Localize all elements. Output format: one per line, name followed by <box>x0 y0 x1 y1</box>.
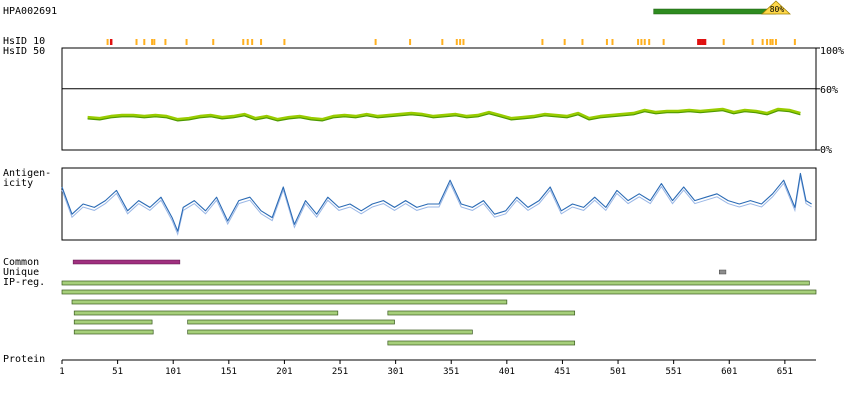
hsid10-tick <box>605 39 608 45</box>
x-tick-label: 401 <box>499 367 515 377</box>
hsid10-tick <box>640 39 643 45</box>
x-tick-label: 551 <box>666 367 682 377</box>
hsid10-red-tick <box>703 39 707 45</box>
x-tick-label: 251 <box>332 367 348 377</box>
x-tick-label: 601 <box>721 367 737 377</box>
x-tick-label: 51 <box>112 367 123 377</box>
hsid10-tick <box>143 39 146 45</box>
hsid10-tick <box>409 39 412 45</box>
hsid10-tick <box>106 39 109 45</box>
pct-60-label: 60% <box>820 85 839 96</box>
ipreg-bar <box>61 280 810 286</box>
common-label: Common <box>3 257 40 268</box>
hsid10-tick <box>212 39 215 45</box>
unique-label: Unique <box>3 267 40 278</box>
x-tick-label: 1 <box>59 367 64 377</box>
hsid10-tick <box>581 39 584 45</box>
antigenicity-label: Antigen- icity <box>3 168 52 189</box>
hsid10-tick <box>462 39 465 45</box>
ipreg-bar <box>73 310 339 316</box>
hsid10-tick <box>541 39 544 45</box>
ipreg-bar <box>387 340 576 346</box>
common-bar <box>72 259 181 265</box>
hsid10-tick <box>793 39 796 45</box>
hsid10-tick <box>769 39 772 45</box>
hsid10-label: HsID 10 <box>3 36 46 47</box>
hsid10-red-tick <box>697 39 700 45</box>
hsid10-tick <box>611 39 614 45</box>
hsid50-label: HsID 50 <box>3 46 46 57</box>
hsid10-tick <box>246 39 249 45</box>
hsid10-red-tick <box>701 39 705 45</box>
hsid10-tick <box>662 39 665 45</box>
pct-100-label: 100% <box>820 46 845 57</box>
x-tick-label: 101 <box>165 367 181 377</box>
hsid10-tick <box>135 39 138 45</box>
hsid10-tick <box>774 39 777 45</box>
x-tick-label: 501 <box>610 367 626 377</box>
x-tick-label: 351 <box>443 367 459 377</box>
antigen-region-bar <box>653 8 777 15</box>
ipreg-bar <box>387 310 576 316</box>
ipreg-bar <box>73 329 154 335</box>
unique-bar <box>718 269 727 275</box>
hsid10-tick <box>374 39 377 45</box>
ipreg-bar <box>61 289 817 295</box>
hsid10-red-tick <box>699 39 702 45</box>
x-tick-label: 301 <box>387 367 403 377</box>
antigenicity-shadow-line <box>61 176 812 236</box>
identity-percent-text: 80% <box>770 5 785 14</box>
hsid10-tick <box>283 39 286 45</box>
hsid10-tick <box>751 39 754 45</box>
ipreg-label: IP-reg. <box>3 277 46 288</box>
hsid10-tick <box>260 39 263 45</box>
hsid10-tick <box>771 39 774 45</box>
hsid10-tick <box>459 39 462 45</box>
hsid10-tick <box>648 39 651 45</box>
ipreg-bar <box>71 299 508 305</box>
hsid10-tick <box>761 39 764 45</box>
hsid10-tick <box>164 39 167 45</box>
hsid10-tick <box>441 39 444 45</box>
identity-triangle <box>760 0 791 15</box>
identity-series-line <box>87 107 801 121</box>
x-tick-label: 201 <box>276 367 292 377</box>
hsid10-tick <box>151 39 154 45</box>
hsid10-tick <box>251 39 254 45</box>
pct-0-label: 0% <box>820 145 833 156</box>
ipreg-bar <box>187 319 395 325</box>
hsid10-tick <box>242 39 245 45</box>
antigenicity-panel-frame <box>61 167 817 241</box>
hsid10-tick <box>637 39 640 45</box>
protein-label: Protein <box>3 354 46 365</box>
ipreg-bar <box>187 329 473 335</box>
hsid10-tick <box>153 39 156 45</box>
antigenicity-line <box>61 172 812 232</box>
x-tick-label: 651 <box>777 367 793 377</box>
hsid10-tick <box>563 39 566 45</box>
hsid10-tick <box>455 39 458 45</box>
hsid10-tick <box>185 39 188 45</box>
x-tick-label: 151 <box>221 367 237 377</box>
identity-series-shadow <box>87 110 801 122</box>
ipreg-bar <box>73 319 153 325</box>
hsid10-tick <box>766 39 769 45</box>
identity-panel-frame <box>61 47 817 151</box>
x-tick-label: 451 <box>554 367 570 377</box>
hsid10-tick <box>643 39 646 45</box>
antibody-id-label: HPA002691 <box>3 6 58 17</box>
hsid10-red-tick <box>109 39 113 45</box>
hsid10-tick <box>722 39 725 45</box>
